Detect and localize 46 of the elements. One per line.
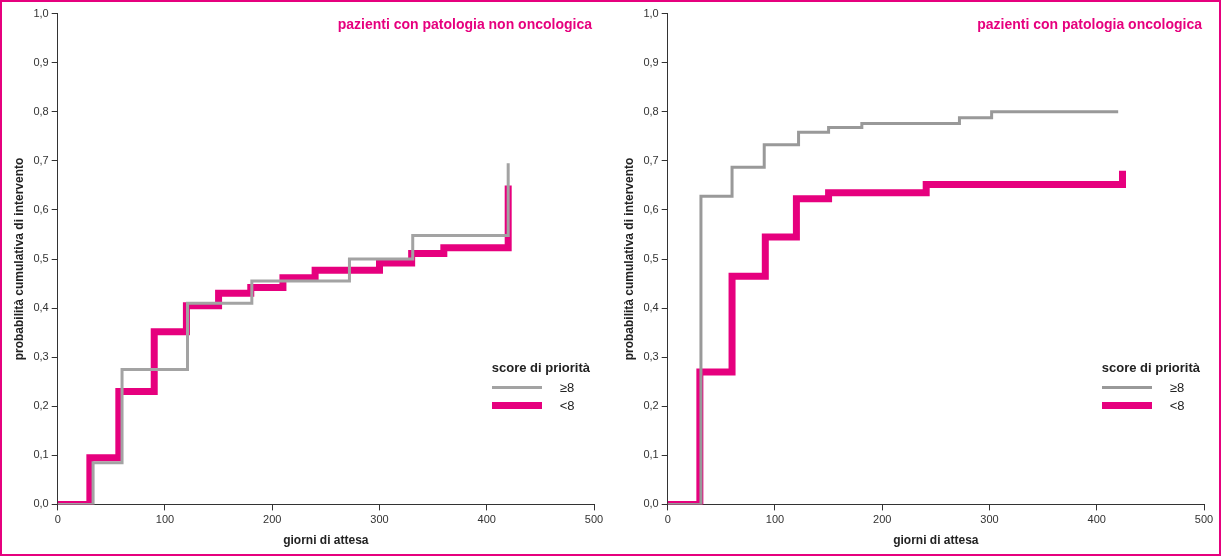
x-tick-label: 400	[477, 513, 496, 526]
y-axis-title: probabilità cumulativa di intervento	[11, 157, 26, 361]
x-axis-title: giorni di attesa	[893, 533, 979, 548]
legend-label: ≥8	[1169, 379, 1185, 395]
y-tick-label: 0,1	[643, 448, 659, 461]
y-tick-label: 0,9	[33, 55, 49, 68]
y-tick-label: 0,4	[643, 301, 659, 314]
legend-title: score di priorità	[1101, 360, 1200, 376]
y-tick-label: 0,8	[33, 104, 49, 117]
y-tick-label: 0,8	[643, 104, 659, 117]
y-tick-label: 0,5	[33, 252, 49, 265]
x-tick-label: 0	[664, 513, 671, 526]
x-tick-label: 100	[765, 513, 785, 526]
y-tick-label: 0,2	[33, 399, 49, 412]
x-axis-title: giorni di attesa	[283, 533, 369, 548]
x-tick-label: 300	[370, 513, 389, 526]
x-tick-label: 200	[873, 513, 892, 526]
chart-title: pazienti con patologia oncologica	[977, 15, 1202, 32]
x-tick-label: 0	[54, 513, 61, 526]
y-tick-label: 0,1	[33, 448, 49, 461]
x-tick-label: 100	[155, 513, 175, 526]
y-tick-label: 0,5	[643, 252, 659, 265]
y-tick-label: 0,6	[33, 202, 49, 215]
legend-title: score di priorità	[491, 360, 590, 376]
legend-label: ≥8	[559, 379, 575, 395]
y-axis-title: probabilità cumulativa di intervento	[621, 157, 636, 361]
x-tick-label: 200	[263, 513, 282, 526]
y-tick-label: 0,0	[643, 497, 659, 510]
y-tick-label: 1,0	[643, 6, 659, 19]
y-tick-label: 0,7	[33, 153, 49, 166]
y-tick-label: 0,6	[643, 202, 659, 215]
y-tick-label: 0,2	[643, 399, 659, 412]
x-tick-label: 300	[980, 513, 999, 526]
y-tick-label: 0,0	[33, 497, 49, 510]
y-tick-label: 1,0	[33, 6, 49, 19]
x-tick-label: 500	[584, 513, 604, 526]
x-tick-label: 400	[1087, 513, 1106, 526]
y-tick-label: 0,3	[33, 350, 49, 363]
y-tick-label: 0,4	[33, 301, 49, 314]
y-tick-label: 0,3	[643, 350, 659, 363]
x-tick-label: 500	[1194, 513, 1214, 526]
y-tick-label: 0,7	[643, 153, 659, 166]
chart-title: pazienti con patologia non oncologica	[337, 15, 592, 32]
legend-label: <8	[1169, 397, 1185, 413]
y-tick-label: 0,9	[643, 55, 659, 68]
legend-label: <8	[559, 397, 575, 413]
